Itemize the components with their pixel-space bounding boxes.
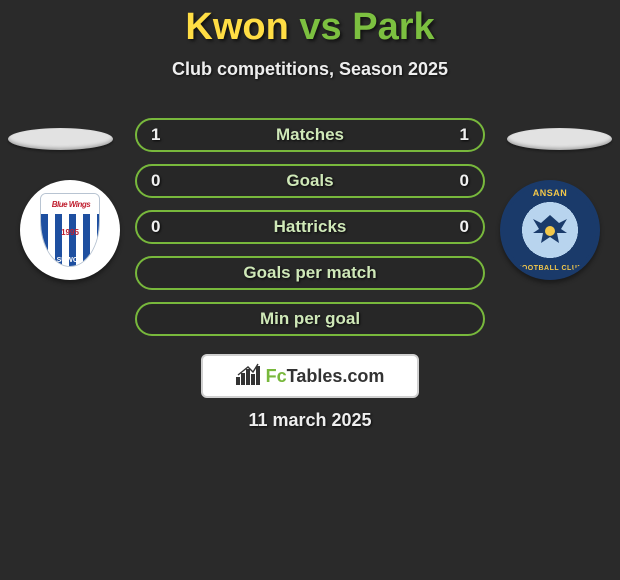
brand-prefix: Fc [266,366,287,386]
stat-label-goals: Goals [137,171,483,191]
ansan-inner-circle [520,200,580,260]
player2-shadow-ellipse [507,128,612,150]
comparison-card: Kwon vs Park Club competitions, Season 2… [0,0,620,460]
vs-separator: vs [299,6,341,48]
date-text: 11 march 2025 [0,410,620,431]
bar-chart-icon [236,363,262,390]
brand-domain: .com [342,366,384,386]
eagle-icon [529,209,571,251]
suwon-crest: Blue Wings 1995 SUWON [40,193,100,267]
suwon-crest-top: Blue Wings [41,194,100,214]
ansan-crest: ANSAN FOOTBALL CLUB [504,184,596,276]
brand-suffix: Tables [287,366,343,386]
stat-row-gpm: Goals per match [135,256,485,290]
stat-row-goals: 0 Goals 0 [135,164,485,198]
stat-label-matches: Matches [137,125,483,145]
subtitle: Club competitions, Season 2025 [0,59,620,80]
stat-row-mpg: Min per goal [135,302,485,336]
suwon-shield: Blue Wings 1995 SUWON [40,193,100,267]
stat-label-mpg: Min per goal [137,309,483,329]
club-left-badge: Blue Wings 1995 SUWON [20,180,120,280]
brand-box: FcTables.com [201,354,419,398]
player2-name: Park [352,6,434,48]
player1-name: Kwon [185,6,288,48]
stat-label-hattricks: Hattricks [137,217,483,237]
stats-container: 1 Matches 1 0 Goals 0 0 Hattricks 0 Goal… [135,118,485,348]
suwon-city: SUWON [41,257,99,264]
stat-label-gpm: Goals per match [137,263,483,283]
stat-row-hattricks: 0 Hattricks 0 [135,210,485,244]
player1-shadow-ellipse [8,128,113,150]
ansan-ring-bottom: FOOTBALL CLUB [504,265,596,272]
ansan-ring-top: ANSAN [504,188,596,198]
brand-text: FcTables.com [266,366,385,387]
page-title: Kwon vs Park [0,0,620,49]
suwon-top-text: Blue Wings [52,200,90,209]
club-right-badge: ANSAN FOOTBALL CLUB [500,180,600,280]
suwon-year: 1995 [41,228,99,237]
stat-row-matches: 1 Matches 1 [135,118,485,152]
